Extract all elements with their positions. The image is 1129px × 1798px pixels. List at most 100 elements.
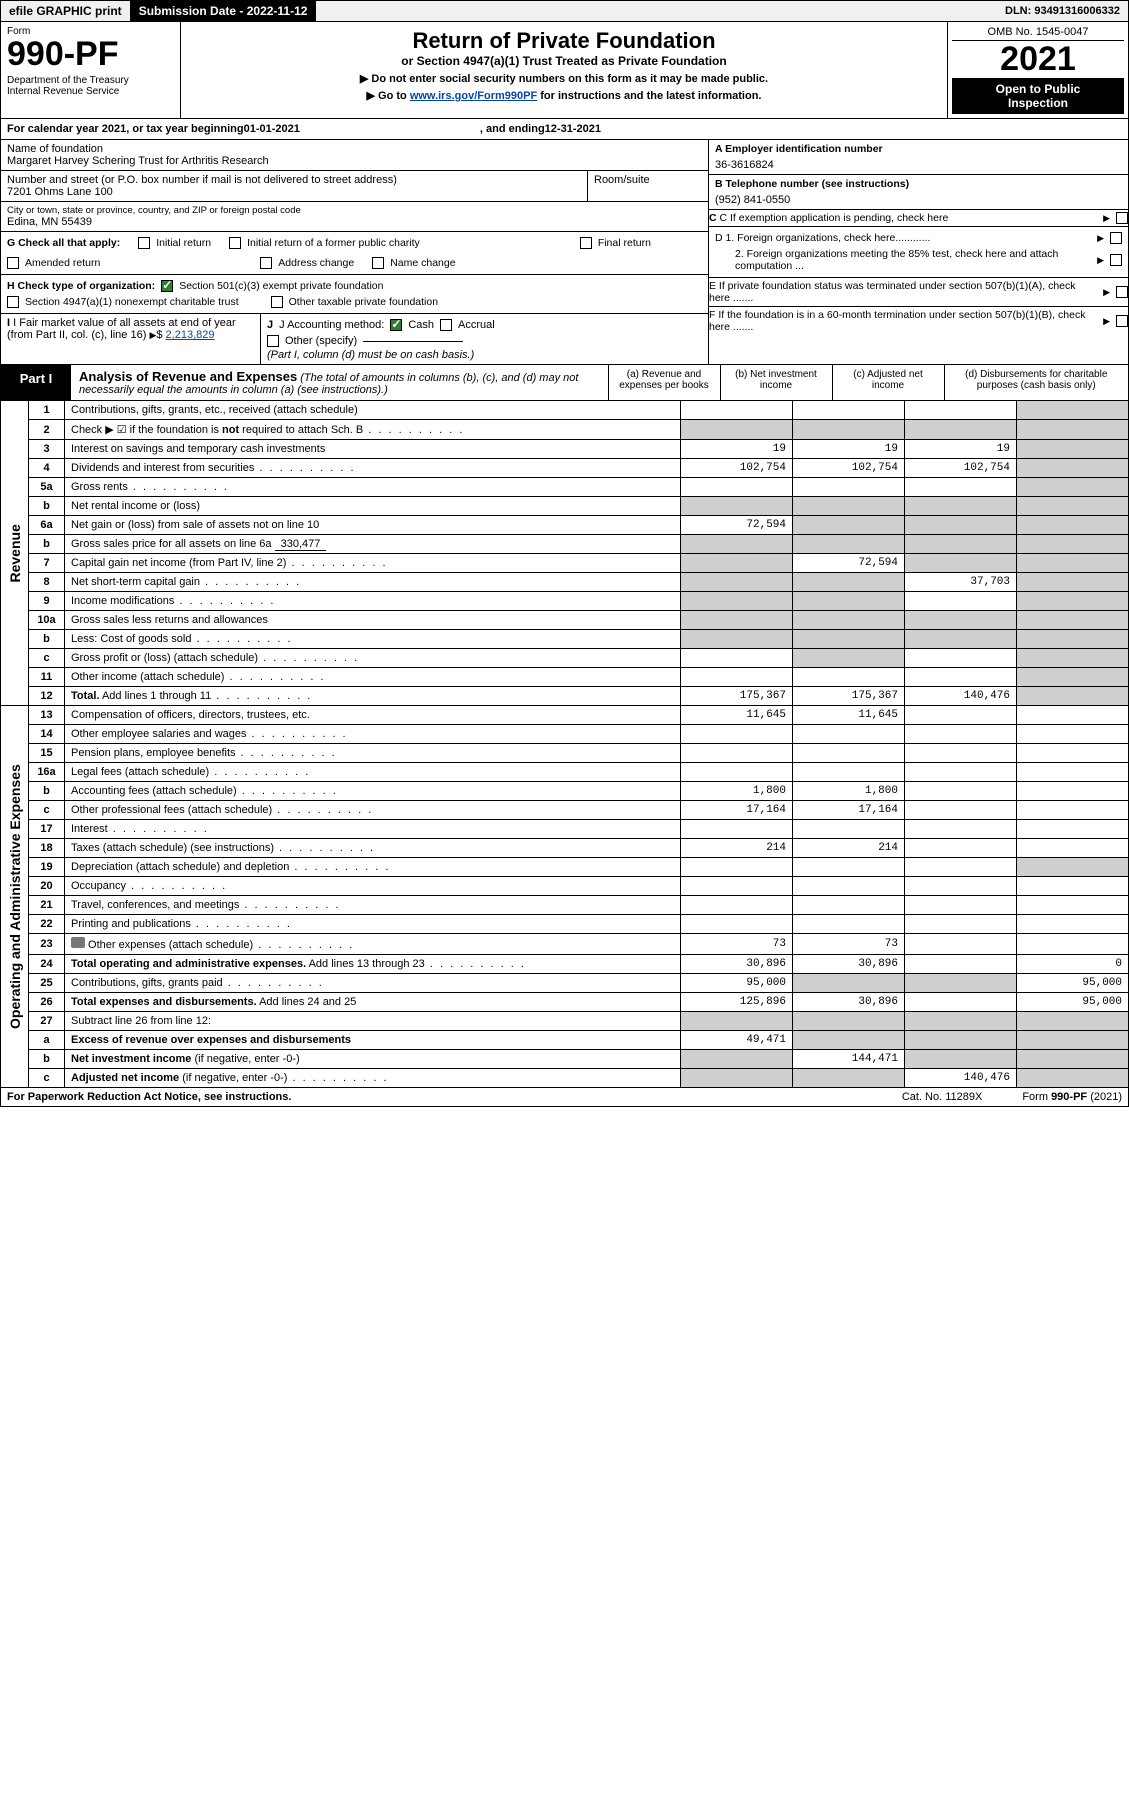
line-number: 23 xyxy=(29,934,65,955)
amount-cell xyxy=(905,592,1017,611)
amount-cell xyxy=(681,611,793,630)
line-description: Net gain or (loss) from sale of assets n… xyxy=(65,516,681,535)
ein: 36-3616824 xyxy=(715,159,1122,171)
checkbox-f[interactable] xyxy=(1116,315,1128,327)
line-description: Less: Cost of goods sold xyxy=(65,630,681,649)
amount-cell xyxy=(905,554,1017,573)
amount-cell xyxy=(793,820,905,839)
checkbox-cash[interactable] xyxy=(390,319,402,331)
line-number: c xyxy=(29,649,65,668)
line-description: Total expenses and disbursements. Add li… xyxy=(65,993,681,1012)
amount-cell xyxy=(905,1031,1017,1050)
amount-cell xyxy=(681,763,793,782)
amount-cell xyxy=(681,744,793,763)
amount-cell xyxy=(1017,1031,1129,1050)
line-description: Contributions, gifts, grants paid xyxy=(65,974,681,993)
section-g: G Check all that apply: Initial return I… xyxy=(1,232,708,275)
line-description: Other income (attach schedule) xyxy=(65,668,681,687)
submission-date-cell: Submission Date - 2022-11-12 xyxy=(131,1,317,21)
checkbox-4947[interactable] xyxy=(7,296,19,308)
amount-cell xyxy=(681,649,793,668)
amount-cell: 0 xyxy=(1017,955,1129,974)
table-row: cAdjusted net income (if negative, enter… xyxy=(1,1069,1129,1088)
top-bar: efile GRAPHIC print Submission Date - 20… xyxy=(0,0,1129,22)
amount-cell: 49,471 xyxy=(681,1031,793,1050)
amount-cell xyxy=(681,592,793,611)
section-side-label: Operating and Administrative Expenses xyxy=(1,706,29,1088)
amount-cell xyxy=(905,993,1017,1012)
line-description: Gross profit or (loss) (attach schedule) xyxy=(65,649,681,668)
amount-cell xyxy=(1017,459,1129,478)
checkbox-d2[interactable] xyxy=(1110,254,1122,266)
checkbox-other-taxable[interactable] xyxy=(271,296,283,308)
line-number: 27 xyxy=(29,1012,65,1031)
checkbox-c[interactable] xyxy=(1116,212,1128,224)
line-description: Subtract line 26 from line 12: xyxy=(65,1012,681,1031)
amount-cell xyxy=(681,401,793,420)
amount-cell xyxy=(1017,915,1129,934)
amount-cell xyxy=(1017,839,1129,858)
amount-cell xyxy=(1017,934,1129,955)
amount-cell xyxy=(905,934,1017,955)
table-row: Revenue1Contributions, gifts, grants, et… xyxy=(1,401,1129,420)
fmv-value[interactable]: 2,213,829 xyxy=(166,329,215,341)
amount-cell xyxy=(905,763,1017,782)
form-link[interactable]: www.irs.gov/Form990PF xyxy=(410,90,537,102)
amount-cell xyxy=(905,420,1017,440)
amount-cell xyxy=(681,668,793,687)
efile-label: efile GRAPHIC print xyxy=(1,1,131,21)
table-row: bAccounting fees (attach schedule)1,8001… xyxy=(1,782,1129,801)
amount-cell xyxy=(905,820,1017,839)
checkbox-501c3[interactable] xyxy=(161,280,173,292)
table-row: 7Capital gain net income (from Part IV, … xyxy=(1,554,1129,573)
amount-cell xyxy=(1017,744,1129,763)
amount-cell xyxy=(905,516,1017,535)
line-description: Taxes (attach schedule) (see instruction… xyxy=(65,839,681,858)
checkbox-other-method[interactable] xyxy=(267,335,279,347)
amount-cell xyxy=(1017,782,1129,801)
table-row: Operating and Administrative Expenses13C… xyxy=(1,706,1129,725)
amount-cell xyxy=(905,877,1017,896)
checkbox-e[interactable] xyxy=(1116,286,1128,298)
table-row: 3Interest on savings and temporary cash … xyxy=(1,440,1129,459)
checkbox-amended[interactable] xyxy=(7,257,19,269)
line-number: 4 xyxy=(29,459,65,478)
amount-cell xyxy=(1017,440,1129,459)
amount-cell: 95,000 xyxy=(1017,974,1129,993)
foundation-name: Margaret Harvey Schering Trust for Arthr… xyxy=(7,155,702,167)
amount-cell: 19 xyxy=(905,440,1017,459)
amount-cell: 95,000 xyxy=(1017,993,1129,1012)
checkbox-initial-former[interactable] xyxy=(229,237,241,249)
checkbox-accrual[interactable] xyxy=(440,319,452,331)
amount-cell xyxy=(905,497,1017,516)
amount-cell xyxy=(793,668,905,687)
line-number: 6a xyxy=(29,516,65,535)
amount-cell: 125,896 xyxy=(681,993,793,1012)
amount-cell xyxy=(793,401,905,420)
table-row: 8Net short-term capital gain37,703 xyxy=(1,573,1129,592)
amount-cell xyxy=(905,649,1017,668)
checkbox-address-change[interactable] xyxy=(260,257,272,269)
checkbox-final-return[interactable] xyxy=(580,237,592,249)
page-footer: For Paperwork Reduction Act Notice, see … xyxy=(0,1088,1129,1107)
checkbox-name-change[interactable] xyxy=(372,257,384,269)
amount-cell xyxy=(1017,497,1129,516)
amount-cell xyxy=(793,611,905,630)
table-row: bNet rental income or (loss) xyxy=(1,497,1129,516)
col-d-header: (d) Disbursements for charitable purpose… xyxy=(944,365,1129,400)
checkbox-initial-return[interactable] xyxy=(138,237,150,249)
amount-cell xyxy=(681,877,793,896)
line-number: 9 xyxy=(29,592,65,611)
line-description: Travel, conferences, and meetings xyxy=(65,896,681,915)
attachment-icon[interactable] xyxy=(71,937,85,948)
checkbox-d1[interactable] xyxy=(1110,232,1122,244)
amount-cell xyxy=(1017,554,1129,573)
amount-cell: 175,367 xyxy=(793,687,905,706)
amount-cell xyxy=(1017,516,1129,535)
header-left: Form 990-PF Department of the Treasury I… xyxy=(1,22,181,118)
table-row: 17Interest xyxy=(1,820,1129,839)
amount-cell xyxy=(905,725,1017,744)
open-public-badge: Open to Public Inspection xyxy=(952,78,1124,114)
line-number: 12 xyxy=(29,687,65,706)
amount-cell: 214 xyxy=(681,839,793,858)
